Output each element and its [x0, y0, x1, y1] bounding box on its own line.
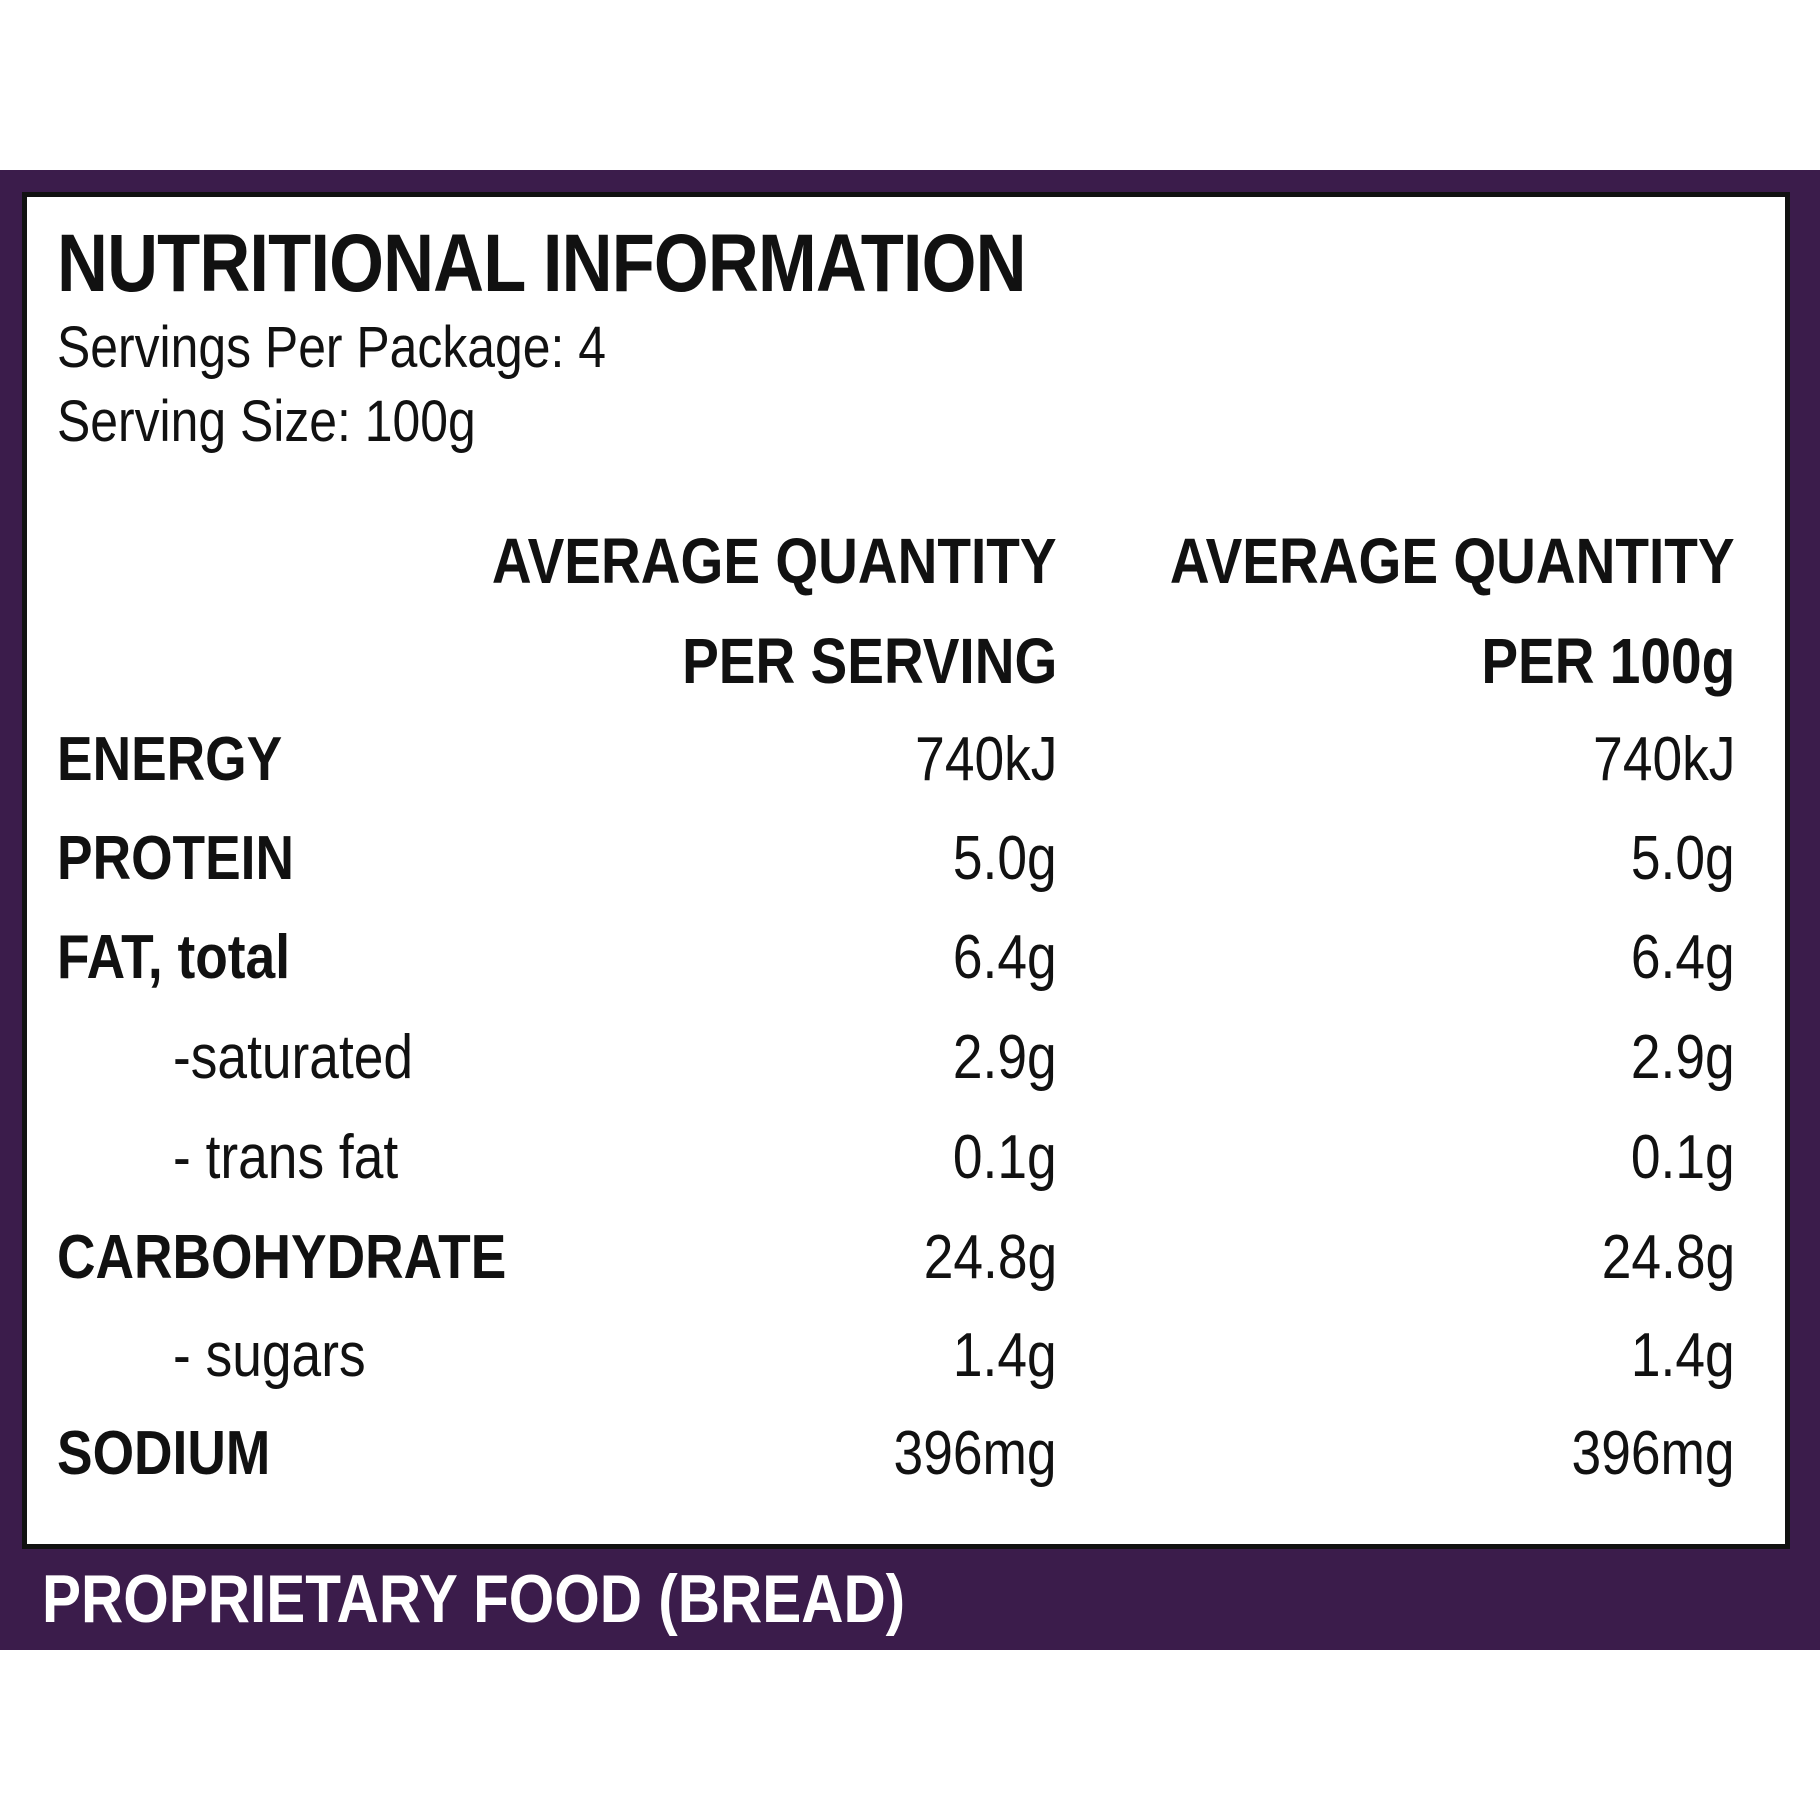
protein-per-serving: 5.0g	[953, 824, 1057, 893]
nutrition-info-box: NUTRITIONAL INFORMATION Servings Per Pac…	[22, 192, 1790, 1549]
row-label-saturated: -saturated	[173, 1023, 414, 1092]
carbohydrate-per-serving: 24.8g	[923, 1223, 1057, 1292]
column-header-per-serving: AVERAGE QUANTITY	[492, 525, 1057, 597]
row-label-energy: ENERGY	[57, 725, 283, 794]
nutrition-label-panel: NUTRITIONAL INFORMATION Servings Per Pac…	[0, 170, 1820, 1650]
sugars-per-100g: 1.4g	[1631, 1321, 1735, 1390]
column-subheader-per-serving: PER SERVING	[681, 625, 1057, 697]
carbohydrate-per-100g: 24.8g	[1601, 1223, 1735, 1292]
fat-total-per-serving: 6.4g	[953, 923, 1057, 992]
saturated-per-serving: 2.9g	[953, 1023, 1057, 1092]
saturated-per-100g: 2.9g	[1631, 1023, 1735, 1092]
energy-per-serving: 740kJ	[914, 725, 1057, 794]
energy-per-100g: 740kJ	[1592, 725, 1735, 794]
column-subheader-per-100g: PER 100g	[1481, 625, 1735, 697]
trans-fat-per-serving: 0.1g	[953, 1123, 1057, 1192]
row-label-fat-total: FAT, total	[57, 923, 291, 992]
product-category-footer: PROPRIETARY FOOD (BREAD)	[42, 1561, 906, 1637]
servings-per-package: Servings Per Package: 4	[57, 315, 606, 380]
sodium-per-100g: 396mg	[1571, 1419, 1735, 1488]
sodium-per-serving: 396mg	[893, 1419, 1057, 1488]
sugars-per-serving: 1.4g	[953, 1321, 1057, 1390]
label-title: NUTRITIONAL INFORMATION	[57, 218, 1027, 309]
row-label-protein: PROTEIN	[57, 824, 295, 893]
column-header-per-100g: AVERAGE QUANTITY	[1170, 525, 1735, 597]
row-label-sodium: SODIUM	[57, 1419, 271, 1488]
row-label-sugars: - sugars	[173, 1321, 366, 1390]
row-label-carbohydrate: CARBOHYDRATE	[57, 1223, 507, 1292]
fat-total-per-100g: 6.4g	[1631, 923, 1735, 992]
serving-size: Serving Size: 100g	[57, 389, 476, 454]
row-label-trans-fat: - trans fat	[173, 1123, 399, 1192]
protein-per-100g: 5.0g	[1631, 824, 1735, 893]
trans-fat-per-100g: 0.1g	[1631, 1123, 1735, 1192]
